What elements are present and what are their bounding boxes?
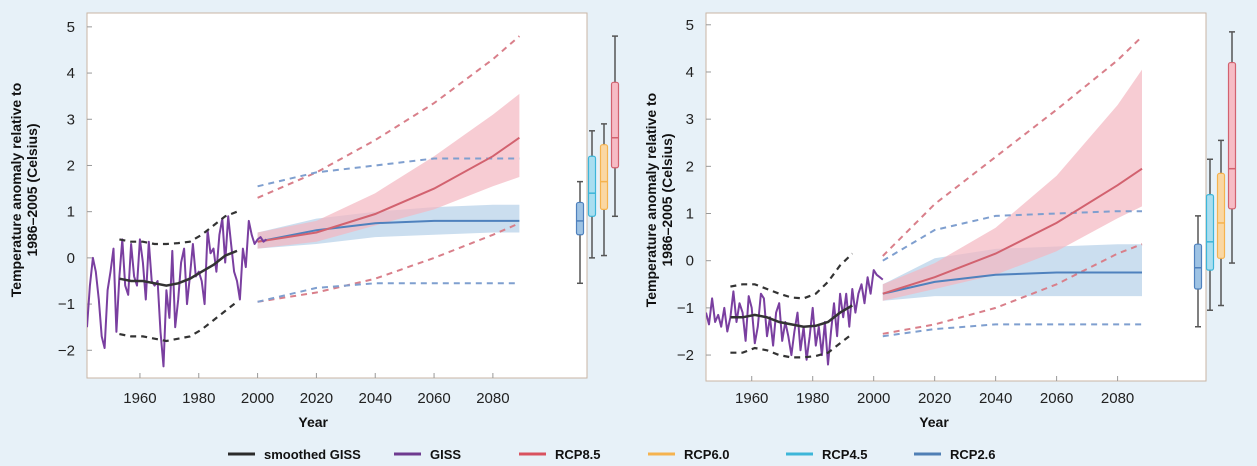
y-tick-label: 2 <box>67 157 75 174</box>
x-tick-label: 2040 <box>359 390 392 407</box>
x-axis-title: Year <box>298 414 328 430</box>
x-tick-label: 1980 <box>796 390 829 407</box>
y-tick-label: −1 <box>58 296 75 313</box>
boxplot-box-rcp60 <box>1216 172 1226 259</box>
legend-label: RCP2.6 <box>950 447 996 462</box>
y-tick-label: 2 <box>686 158 694 175</box>
smoothed-upper-dashed <box>119 210 238 246</box>
legend-label: smoothed GISS <box>264 447 361 462</box>
legend-label: RCP4.5 <box>822 447 868 462</box>
boxplot-box-rcp26 <box>1193 243 1203 290</box>
plot-content <box>87 35 521 368</box>
rcp85-lower-dashed <box>882 243 1143 335</box>
giss-line <box>706 269 884 366</box>
plot-content <box>706 35 1143 366</box>
y-tick-label: 4 <box>686 64 694 81</box>
x-tick-label: 2080 <box>476 390 509 407</box>
y-axis-title: 1986–2005 (Celsius) <box>24 123 40 256</box>
rcp26-line <box>882 271 1142 295</box>
x-tick-label: 2000 <box>241 390 274 407</box>
x-tick-label: 1960 <box>123 390 156 407</box>
smoothed-giss-line <box>119 249 238 287</box>
y-tick-label: −2 <box>677 347 694 364</box>
x-tick-label: 2060 <box>1040 390 1073 407</box>
rcp85-range-band <box>882 69 1142 301</box>
x-tick-label: 2020 <box>300 390 333 407</box>
legend-label: RCP8.5 <box>555 447 601 462</box>
rcp85-upper-dashed <box>257 35 521 199</box>
rcp85-line <box>882 167 1143 295</box>
boxplot-box-rcp45 <box>1205 194 1215 271</box>
x-axis-title: Year <box>919 414 949 430</box>
boxplot-box-rcp26 <box>575 201 585 236</box>
boxplot-box-rcp85 <box>1227 61 1237 210</box>
boxplot-box-rcp45 <box>587 155 597 217</box>
y-tick-label: 1 <box>686 206 694 223</box>
rcp26-upper-dashed <box>257 157 520 188</box>
smoothed-upper-dashed <box>730 252 854 300</box>
x-tick-label: 2000 <box>857 390 890 407</box>
y-tick-label: 0 <box>686 253 694 270</box>
y-tick-label: 3 <box>686 111 694 128</box>
y-tick-label: 5 <box>67 19 75 36</box>
rcp85-line <box>257 136 520 243</box>
y-tick-label: −1 <box>677 300 694 317</box>
smoothed-lower-dashed <box>119 300 238 343</box>
y-tick-label: −2 <box>58 342 75 359</box>
x-tick-label: 2060 <box>417 390 450 407</box>
y-axis-title: 1986–2005 (Celsius) <box>659 133 675 266</box>
y-tick-label: 4 <box>67 65 75 82</box>
x-tick-label: 2080 <box>1101 390 1134 407</box>
left-panel: −2 −1 0 1 2 3 4 5 1960 1980 2000 2020 2040 2060 2080 Ye… <box>8 12 620 430</box>
legend-label: GISS <box>430 447 461 462</box>
x-tick-label: 2020 <box>918 390 951 407</box>
rcp85-lower-dashed <box>257 222 520 303</box>
rcp26-lower-dashed <box>257 282 520 303</box>
x-tick-label: 1980 <box>182 390 215 407</box>
x-tick-label: 1960 <box>735 390 768 407</box>
x-tick-label: 2040 <box>979 390 1012 407</box>
y-axis-title: Temperature anomaly relative to <box>8 83 24 297</box>
smoothed-giss-line <box>730 304 853 328</box>
rcp26-lower-dashed <box>882 323 1142 338</box>
boxplot-box-rcp60 <box>599 144 609 210</box>
boxplot-box-rcp85 <box>610 81 620 169</box>
plot-area <box>86 12 588 379</box>
rcp26-line <box>257 219 520 243</box>
y-tick-label: 3 <box>67 111 75 128</box>
legend-label: RCP6.0 <box>684 447 730 462</box>
legend: smoothed GISS GISS RCP8.5 RCP6.0 RCP4.5 RCP2.… <box>228 447 996 462</box>
y-tick-label: 1 <box>67 204 75 221</box>
rcp85-upper-dashed <box>882 35 1143 257</box>
y-axis-title: Temperature anomaly relative to <box>643 93 659 307</box>
right-panel: −2 −1 0 1 2 3 4 5 1960 1980 2000 2020 2040 2060 2080 Ye… <box>643 12 1237 430</box>
y-tick-label: 0 <box>67 250 75 267</box>
y-tick-label: 5 <box>686 17 694 34</box>
giss-line <box>87 215 268 368</box>
